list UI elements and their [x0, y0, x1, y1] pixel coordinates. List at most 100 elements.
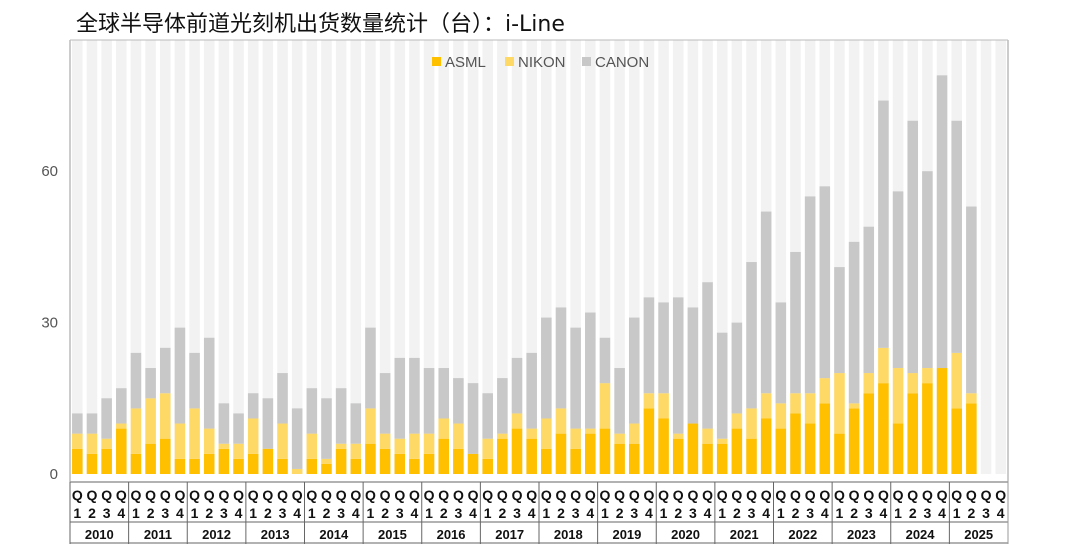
- year-label: 2021: [730, 527, 759, 542]
- quarter-label-number: 1: [132, 505, 140, 521]
- background-column: [687, 40, 699, 474]
- quarter-label-q: Q: [790, 487, 801, 503]
- quarter-label-number: 3: [103, 505, 111, 521]
- year-label: 2018: [554, 527, 583, 542]
- bar-asml-2017q1: [482, 458, 493, 474]
- quarter-label-number: 1: [601, 505, 609, 521]
- quarter-label-q: Q: [995, 487, 1006, 503]
- bar-nikon-2024q3: [922, 368, 933, 384]
- y-tick-label: 0: [50, 466, 58, 483]
- bar-canon-2018q4: [585, 312, 596, 429]
- quarter-label-number: 4: [176, 505, 184, 521]
- quarter-label-number: 4: [352, 505, 360, 521]
- background-column: [116, 40, 127, 474]
- background-column: [716, 40, 728, 474]
- bar-canon-2017q4: [526, 352, 537, 429]
- bar-asml-2016q3: [453, 448, 464, 474]
- background-column: [409, 40, 420, 474]
- bar-nikon-2018q3: [570, 428, 581, 449]
- bar-canon-2012q2: [203, 337, 215, 429]
- bar-canon-2011q2: [145, 368, 156, 399]
- quarter-label-q: Q: [863, 487, 874, 503]
- bar-nikon-2022q3: [804, 393, 816, 424]
- bar-nikon-2019q1: [599, 383, 611, 429]
- quarter-label-number: 1: [249, 505, 257, 521]
- quarter-label-q: Q: [233, 487, 244, 503]
- bar-asml-2010q3: [101, 448, 112, 474]
- bar-canon-2019q1: [599, 337, 611, 384]
- quarter-label-q: Q: [160, 487, 171, 503]
- quarter-label-number: 2: [850, 505, 858, 521]
- quarter-label-q: Q: [643, 487, 654, 503]
- bar-canon-2018q2: [555, 307, 567, 409]
- quarter-label-q: Q: [761, 487, 772, 503]
- background-column: [291, 40, 303, 474]
- bar-canon-2021q4: [760, 211, 772, 394]
- year-label: 2020: [671, 527, 700, 542]
- quarter-label-number: 4: [938, 505, 946, 521]
- background-column: [159, 40, 171, 474]
- quarter-label-q: Q: [658, 487, 669, 503]
- quarter-label-q: Q: [145, 487, 156, 503]
- bar-nikon-2016q3: [453, 423, 464, 449]
- background-column: [379, 40, 391, 474]
- bar-asml-2025q1: [951, 408, 962, 474]
- background-column: [262, 40, 274, 474]
- quarter-label-number: 4: [704, 505, 712, 521]
- bar-canon-2025q1: [951, 120, 962, 353]
- bar-asml-2024q3: [922, 383, 933, 474]
- quarter-label-q: Q: [218, 487, 229, 503]
- bar-asml-2013q3: [277, 458, 288, 474]
- bar-asml-2017q3: [511, 428, 523, 474]
- bar-asml-2023q1: [834, 433, 845, 474]
- bar-asml-2020q3: [687, 423, 699, 474]
- year-label: 2014: [319, 527, 349, 542]
- bar-nikon-2015q4: [409, 433, 420, 459]
- quarter-label-number: 4: [528, 505, 536, 521]
- bar-nikon-2014q1: [306, 433, 318, 459]
- background-column: [511, 40, 523, 474]
- quarter-label-q: Q: [497, 487, 508, 503]
- quarter-label-q: Q: [365, 487, 376, 503]
- background-column: [86, 40, 98, 474]
- bar-asml-2010q2: [86, 453, 98, 474]
- quarter-label-q: Q: [614, 487, 625, 503]
- background-column: [570, 40, 581, 474]
- quarter-label-q: Q: [541, 487, 552, 503]
- bar-nikon-2011q1: [130, 408, 142, 454]
- background-column: [335, 40, 347, 474]
- quarter-label-q: Q: [922, 487, 933, 503]
- bar-canon-2020q4: [702, 282, 713, 429]
- bar-nikon-2010q1: [72, 433, 83, 449]
- bar-asml-2021q4: [760, 418, 772, 474]
- quarter-label-number: 2: [909, 505, 917, 521]
- chart-title: 全球半导体前道光刻机出货数量统计（台）：i-Line: [76, 12, 565, 37]
- bar-canon-2017q3: [511, 357, 523, 414]
- bar-nikon-2014q4: [350, 443, 362, 459]
- bar-canon-2023q3: [863, 226, 875, 374]
- background-column: [218, 40, 230, 474]
- quarter-label-number: 1: [484, 505, 492, 521]
- bar-canon-2021q3: [746, 262, 757, 409]
- background-column: [658, 40, 669, 474]
- quarter-label-number: 1: [718, 505, 726, 521]
- bar-nikon-2010q3: [101, 438, 112, 449]
- bar-canon-2011q4: [174, 327, 186, 424]
- bar-canon-2015q4: [409, 357, 420, 434]
- bar-canon-2020q3: [687, 307, 699, 424]
- bar-canon-2021q1: [716, 332, 728, 439]
- year-label: 2010: [85, 527, 114, 542]
- quarter-label-number: 3: [513, 505, 521, 521]
- background-column: [394, 40, 406, 474]
- background-column: [203, 40, 215, 474]
- quarter-label-number: 4: [117, 505, 125, 521]
- bar-canon-2011q1: [130, 352, 142, 409]
- background-column: [233, 40, 244, 474]
- bar-canon-2010q3: [101, 398, 112, 439]
- bar-nikon-2022q2: [790, 393, 801, 414]
- quarter-label-q: Q: [277, 487, 288, 503]
- background-column: [643, 40, 655, 474]
- bar-canon-2011q3: [159, 347, 171, 394]
- legend-label-asml: ASML: [445, 54, 486, 71]
